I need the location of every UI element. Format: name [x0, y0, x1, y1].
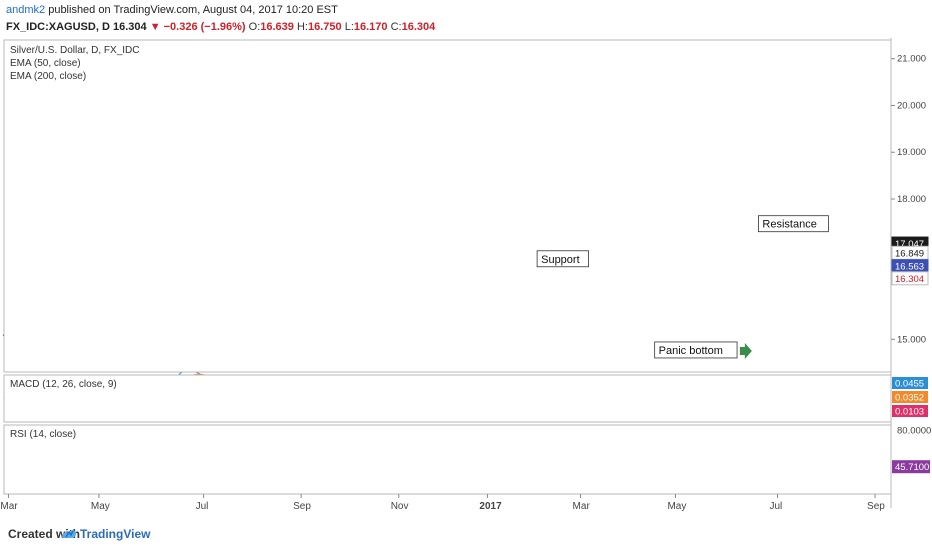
tradingview-brand[interactable]: TradingView [80, 527, 151, 541]
macd-title: MACD (12, 26, close, 9) [10, 379, 117, 390]
y-tick-label: 18.000 [897, 194, 926, 205]
y-tick-label: 19.000 [897, 147, 926, 158]
annotation-label: Support [541, 254, 580, 266]
macd-value-tag [892, 377, 928, 389]
y-tick-label: 21.000 [897, 54, 926, 65]
x-tick-label: Jul [196, 501, 209, 512]
close-value: 16.304 [401, 21, 436, 33]
symbol: FX_IDC:XAGUSD, D [6, 21, 110, 33]
high-label: H: [296, 21, 308, 33]
rsi-title: RSI (14, close) [10, 429, 76, 440]
price-tag-label: 17.047 [895, 239, 924, 250]
macd-value-tag [892, 405, 928, 417]
ticker-line: FX_IDC:XAGUSD, D 16.304 ▼ −0.326 (−1.96%… [6, 21, 435, 33]
publish-line: andmk2 published on TradingView.com, Aug… [6, 4, 338, 16]
x-tick-label: Sep [293, 501, 311, 512]
x-tick-label: 2017 [479, 501, 502, 512]
publish-info: published on TradingView.com, August 04,… [48, 4, 338, 16]
annotation-box [758, 215, 829, 233]
rsi-value-tag [892, 460, 930, 474]
legend-ema50: EMA (50, close) [10, 58, 81, 69]
y-tick-label: 20.000 [897, 100, 926, 111]
tradingview-logo-icon [62, 530, 76, 538]
macd-value-label: 0.0455 [895, 379, 924, 390]
price-tag-label: 16.849 [895, 248, 924, 259]
low-label: L: [344, 21, 354, 33]
close-label: C: [390, 21, 402, 33]
x-tick-label: May [91, 501, 110, 512]
x-tick-label: Nov [391, 501, 409, 512]
open-value: 16.639 [260, 21, 294, 33]
macd-pane-frame [3, 374, 892, 423]
open-label: O: [248, 21, 261, 33]
annotation-label: Panic bottom [659, 345, 723, 357]
macd-value-label: 0.0103 [895, 407, 924, 418]
last-price: 16.304 [112, 21, 147, 33]
x-tick-label: Sep [867, 501, 885, 512]
chart-header: andmk2 published on TradingView.com, Aug… [6, 0, 926, 38]
rsi-value-label: 45.7100 [895, 462, 929, 473]
x-tick-label: May [667, 501, 686, 512]
x-tick-label: Mar [573, 501, 591, 512]
rsi-pane-frame [3, 424, 892, 495]
annotation-box [536, 250, 589, 268]
x-tick-label: Jul [769, 501, 782, 512]
macd-value-label: 0.0352 [895, 393, 924, 404]
y-tick-label: 15.000 [897, 334, 926, 345]
annotation-label: Resistance [762, 219, 816, 231]
rsi-tick-label: 80.0000 [897, 425, 931, 436]
time-axis: 21.000 20.000 19.000 18.000 15.000 Mar May Jul S… [0, 38, 926, 512]
macd-value-tag [892, 391, 928, 403]
price-tag-label: 16.563 [895, 262, 924, 273]
price-tag [891, 271, 929, 286]
author-link[interactable]: andmk2 [6, 4, 46, 16]
chart-area[interactable]: 21.000 20.000 19.000 18.000 15.000 Mar May Jul S… [0, 38, 932, 523]
price-change: ▼ −0.326 (−1.96%) [149, 21, 246, 33]
x-tick-label: Mar [0, 501, 18, 512]
price-pane-frame [3, 39, 892, 373]
created-with: Created with [8, 527, 81, 541]
panic-arrow-icon [739, 342, 752, 359]
legend-ema200: EMA (200, close) [10, 71, 86, 82]
price-tag-label: 16.304 [895, 274, 924, 285]
price-title: Silver/U.S. Dollar, D, FX_IDC [10, 45, 139, 56]
low-value: 16.170 [353, 21, 388, 33]
high-value: 16.750 [307, 21, 342, 33]
annotation-box [654, 341, 738, 359]
